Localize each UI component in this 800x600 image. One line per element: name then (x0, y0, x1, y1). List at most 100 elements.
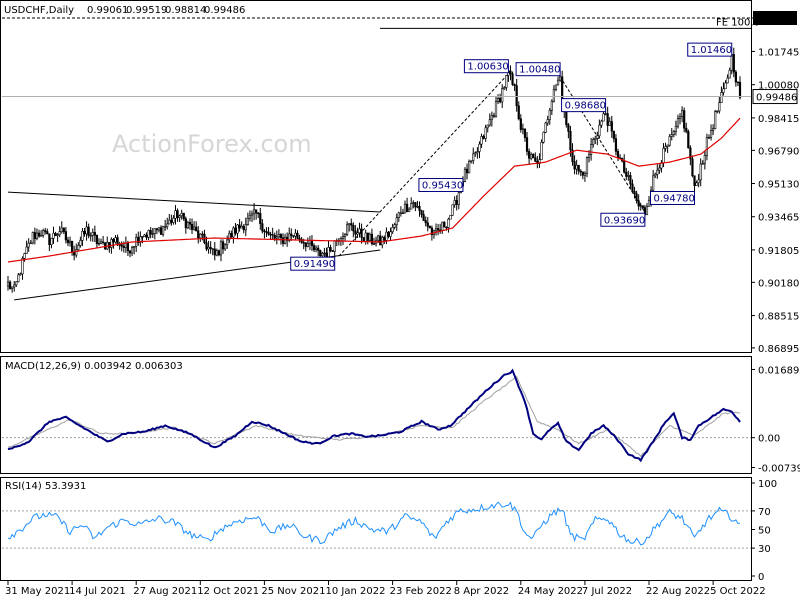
price-axis-label: 0.91805 (758, 246, 799, 257)
candle-body (428, 226, 431, 229)
candle-body (259, 213, 262, 224)
candle-body (672, 131, 675, 135)
candle-body (503, 87, 506, 90)
candle-body (39, 235, 43, 237)
candle-body (598, 124, 601, 137)
current-price-box (752, 89, 798, 105)
trendline (7, 191, 381, 213)
candle-body (346, 224, 349, 235)
candle-body (521, 128, 524, 130)
candle-body (606, 113, 609, 126)
candle-body (656, 169, 659, 175)
candle-body (697, 179, 700, 184)
candle-body (221, 241, 225, 250)
candle-body (527, 151, 531, 159)
moving-average-line (7, 117, 741, 263)
x-axis-label: 12 Oct 2021 (197, 586, 259, 597)
candle-body (343, 234, 347, 237)
x-axis-label: 10 Jan 2022 (326, 586, 386, 597)
annotation-label: 0.93690 (604, 215, 645, 226)
x-axis-label: 27 Aug 2021 (133, 586, 197, 597)
candle-body (614, 138, 618, 152)
x-axis-label: 25 Nov 2021 (261, 586, 325, 597)
candle-body (499, 98, 502, 103)
candle-body (269, 233, 272, 236)
candle-body (658, 167, 661, 171)
candle-body (542, 132, 545, 143)
candle-body (95, 235, 99, 245)
price-axis-label: 0.93465 (758, 213, 799, 224)
candle-body (391, 226, 394, 233)
candle-body (389, 231, 392, 237)
candle-body (488, 119, 491, 126)
candle-body (164, 226, 167, 228)
price-axis-label: 1.00080 (758, 81, 799, 92)
candle-body (21, 258, 24, 275)
annotation-label: 1.01460 (691, 45, 732, 56)
candle-body (213, 248, 216, 256)
candle-body (625, 171, 628, 177)
candle-body (569, 131, 572, 151)
candle-body (728, 69, 731, 79)
candle-body (393, 224, 396, 228)
annotation-box (650, 190, 696, 205)
candle-body (153, 228, 156, 234)
candle-body (238, 224, 241, 229)
candle-body (370, 233, 374, 244)
candle-body (540, 141, 543, 161)
candle-body (681, 110, 684, 118)
candle-body (418, 206, 421, 211)
candle-body (699, 163, 702, 181)
candle-body (66, 239, 70, 244)
candle-body (482, 136, 485, 139)
price-title: USDCHF,Daily (4, 5, 74, 16)
candle-body (724, 82, 727, 90)
candle-body (596, 135, 599, 139)
candle-body (474, 152, 477, 155)
candle-body (532, 154, 535, 159)
candle-body (286, 236, 289, 241)
candle-body (300, 239, 303, 243)
candle-body (178, 215, 181, 218)
candle-body (362, 237, 365, 242)
candle-body (11, 286, 14, 289)
candle-body (348, 223, 351, 226)
x-axis-label: 8 Apr 2022 (454, 586, 509, 597)
fe-level-label: FE 100.0 (716, 17, 760, 28)
candle-body (412, 202, 415, 204)
annotation-box (561, 98, 607, 113)
candle-body (408, 208, 411, 212)
candle-body (730, 54, 733, 71)
candle-body (470, 160, 473, 162)
candle-body (327, 247, 330, 258)
candle-body (6, 281, 10, 287)
candle-body (228, 233, 231, 241)
annotation-label: 0.98680 (565, 101, 606, 112)
candle-body (585, 157, 589, 174)
candle-body (126, 242, 130, 252)
candle-body (360, 228, 363, 238)
candle-body (147, 230, 150, 238)
candle-body (654, 173, 657, 177)
candle-body (505, 75, 508, 88)
candle-body (397, 212, 400, 219)
candle-body (641, 205, 644, 208)
price-axis-label: 0.86895 (758, 344, 799, 355)
candle-body (168, 219, 171, 225)
candle-body (209, 246, 212, 249)
candle-body (590, 144, 593, 155)
price-panel (0, 0, 752, 353)
candle-body (56, 234, 59, 236)
candle-body (271, 234, 274, 236)
candle-body (430, 227, 433, 236)
x-axis-label: 23 Feb 2022 (390, 586, 452, 597)
candle-body (720, 92, 723, 103)
candle-body (399, 212, 402, 214)
candle-body (323, 252, 326, 255)
candle-body (453, 200, 456, 206)
candle-body (627, 175, 630, 177)
candle-body (240, 226, 243, 229)
candle-body (190, 223, 194, 230)
candle-body (372, 243, 376, 245)
candle-body (670, 134, 673, 137)
